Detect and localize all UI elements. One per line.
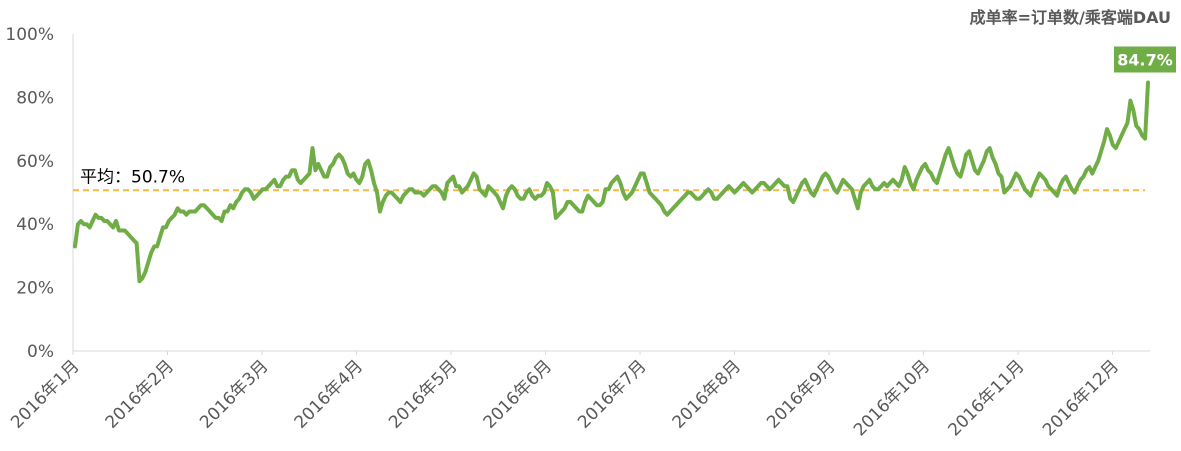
x-tick-label: 2016年8月 (669, 356, 745, 432)
formula-note: 成单率=订单数/乘客端DAU (969, 8, 1171, 27)
series-line (73, 80, 1150, 284)
x-tick-label: 2016年1月 (7, 356, 83, 432)
x-tick-label: 2016年9月 (763, 356, 839, 432)
x-tick-label: 2016年7月 (574, 356, 650, 432)
average-label: 平均：50.7% (80, 167, 185, 187)
x-tick-label: 2016年10月 (850, 356, 934, 440)
end-value-badge (1114, 46, 1176, 73)
x-tick-label: 2016年3月 (196, 356, 272, 432)
y-tick-label: 100% (5, 25, 54, 45)
x-tick-label: 2016年5月 (385, 356, 461, 432)
x-tick-label: 2016年2月 (102, 356, 178, 432)
x-tick-label: 2016年6月 (480, 356, 556, 432)
end-value-label: 84.7% (1117, 51, 1173, 70)
y-tick-label: 0% (27, 342, 54, 362)
y-tick-label: 80% (16, 88, 54, 108)
y-tick-label: 60% (16, 152, 54, 172)
x-tick-label: 2016年11月 (944, 356, 1028, 440)
x-tick-label: 2016年4月 (291, 356, 367, 432)
x-tick-label: 2016年12月 (1039, 356, 1123, 440)
y-tick-label: 20% (16, 279, 54, 299)
y-tick-label: 40% (16, 215, 54, 235)
